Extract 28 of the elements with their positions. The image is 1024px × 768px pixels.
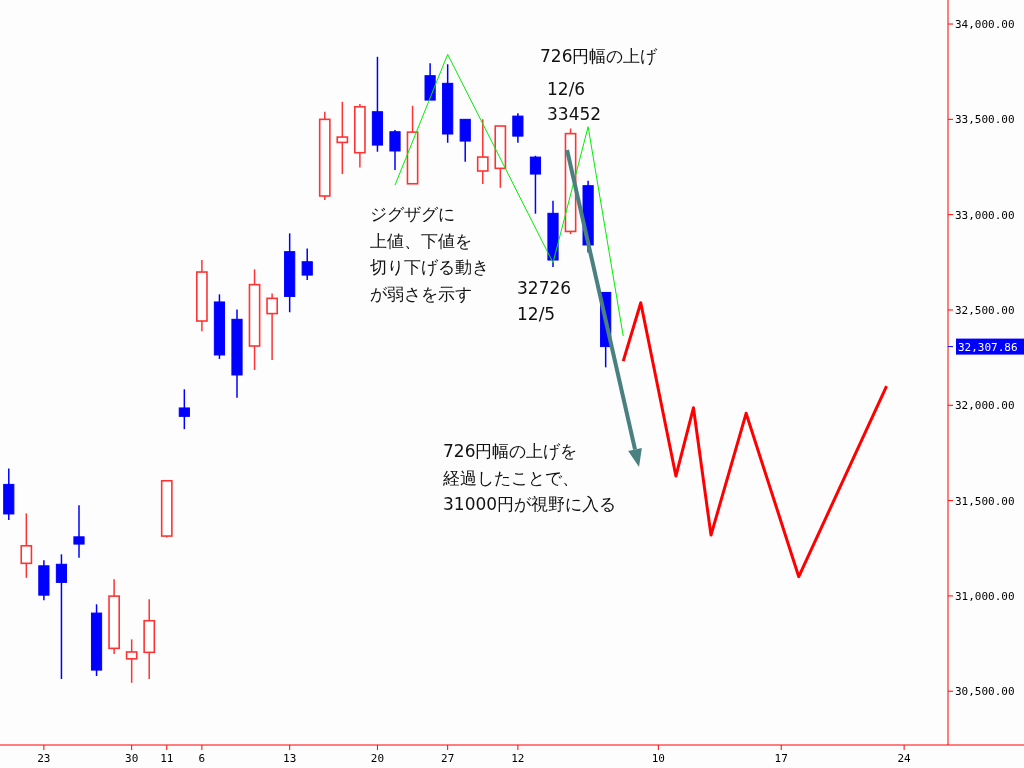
annotation: 726円幅の上げ [540,46,659,66]
annotation: 33452 [547,104,602,124]
annotation: 32726 [517,278,572,298]
x-tick-label: 24 [897,752,912,765]
x-tick-label: 6 [198,752,206,765]
y-tick-label: 31,500.00 [955,494,1015,508]
y-tick-label: 33,500.00 [955,113,1015,127]
y-tick-label: 33,000.00 [955,208,1015,222]
x-tick-label: 11 [160,752,174,765]
x-tick-label: 10 [651,752,665,765]
x-tick-label: 20 [370,752,385,765]
y-tick-label: 30,500.00 [955,685,1015,699]
line-series [621,301,889,579]
annotation: 12/5 [517,304,556,324]
x-tick-label: 27 [441,752,455,765]
y-tick-label: 32,000.00 [955,399,1015,413]
y-tick-label: 34,000.00 [955,18,1015,32]
annotation: 726円幅の上げを経過したことで、31000円が視野に入る [442,441,617,514]
x-tick-label: 30 [125,752,139,765]
x-tick-label: 23 [37,752,51,765]
x-tick-label: 12 [511,752,525,765]
x-tick-label: 17 [774,752,788,765]
y-tick-label: 31,000.00 [955,589,1015,603]
x-tick-label: 13 [283,752,297,765]
text: 32,307.86 [958,340,1018,354]
y-tick-label: 32,500.00 [955,303,1015,317]
annotation: ジグザグに上値、下値を切り下げる動きが弱さを示す [370,204,489,304]
annotation: 12/6 [547,79,586,99]
